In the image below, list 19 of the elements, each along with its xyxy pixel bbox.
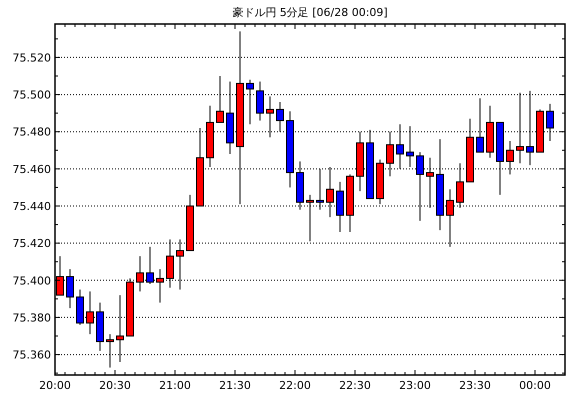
x-tick-label: 20:00	[39, 379, 71, 392]
y-tick-label: 75.480	[12, 126, 51, 139]
y-tick-label: 75.400	[12, 274, 51, 288]
x-tick-label: 00:00	[519, 379, 551, 392]
y-tick-label: 75.460	[12, 162, 51, 176]
chart-title: 豪ドル円 5分足 [06/28 00:09]	[232, 6, 388, 19]
y-tick-label: 75.440	[12, 200, 51, 213]
x-tick-label: 21:00	[159, 379, 191, 392]
y-tick-label: 75.500	[12, 88, 51, 102]
x-tick-label: 23:30	[459, 379, 491, 392]
y-tick-label: 75.360	[12, 348, 51, 362]
x-tick-label: 22:00	[279, 379, 311, 392]
y-tick-label: 75.380	[12, 311, 51, 324]
x-tick-label: 21:30	[219, 379, 251, 392]
y-tick-label: 75.520	[12, 51, 51, 64]
x-tick-label: 20:30	[99, 379, 131, 392]
x-tick-label: 22:30	[339, 379, 371, 392]
x-tick-label: 23:00	[399, 379, 431, 392]
y-tick-label: 75.420	[12, 237, 51, 250]
